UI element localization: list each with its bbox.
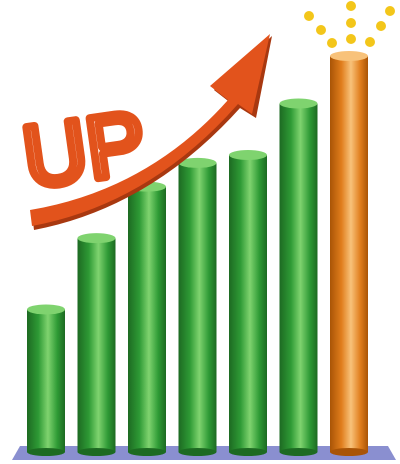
bar [77, 233, 116, 456]
bar-group [27, 51, 368, 456]
sparkle-dot [365, 37, 375, 47]
up-label: UP [17, 92, 152, 207]
bar [27, 304, 65, 456]
sparkle-icon [304, 1, 395, 48]
bar [178, 157, 217, 456]
sparkle-dot [346, 34, 356, 44]
sparkle-dot [346, 18, 356, 28]
bar [128, 181, 166, 456]
sparkle-dot [327, 38, 337, 48]
sparkle-dot [385, 6, 395, 16]
sparkle-dot [376, 21, 386, 31]
bar [279, 98, 318, 456]
highlight-bar [330, 51, 368, 456]
bar [229, 150, 267, 456]
up-arrow-icon [30, 34, 272, 230]
sparkle-dot [346, 1, 356, 11]
sparkle-dot [316, 25, 326, 35]
sparkle-dot [304, 11, 314, 21]
